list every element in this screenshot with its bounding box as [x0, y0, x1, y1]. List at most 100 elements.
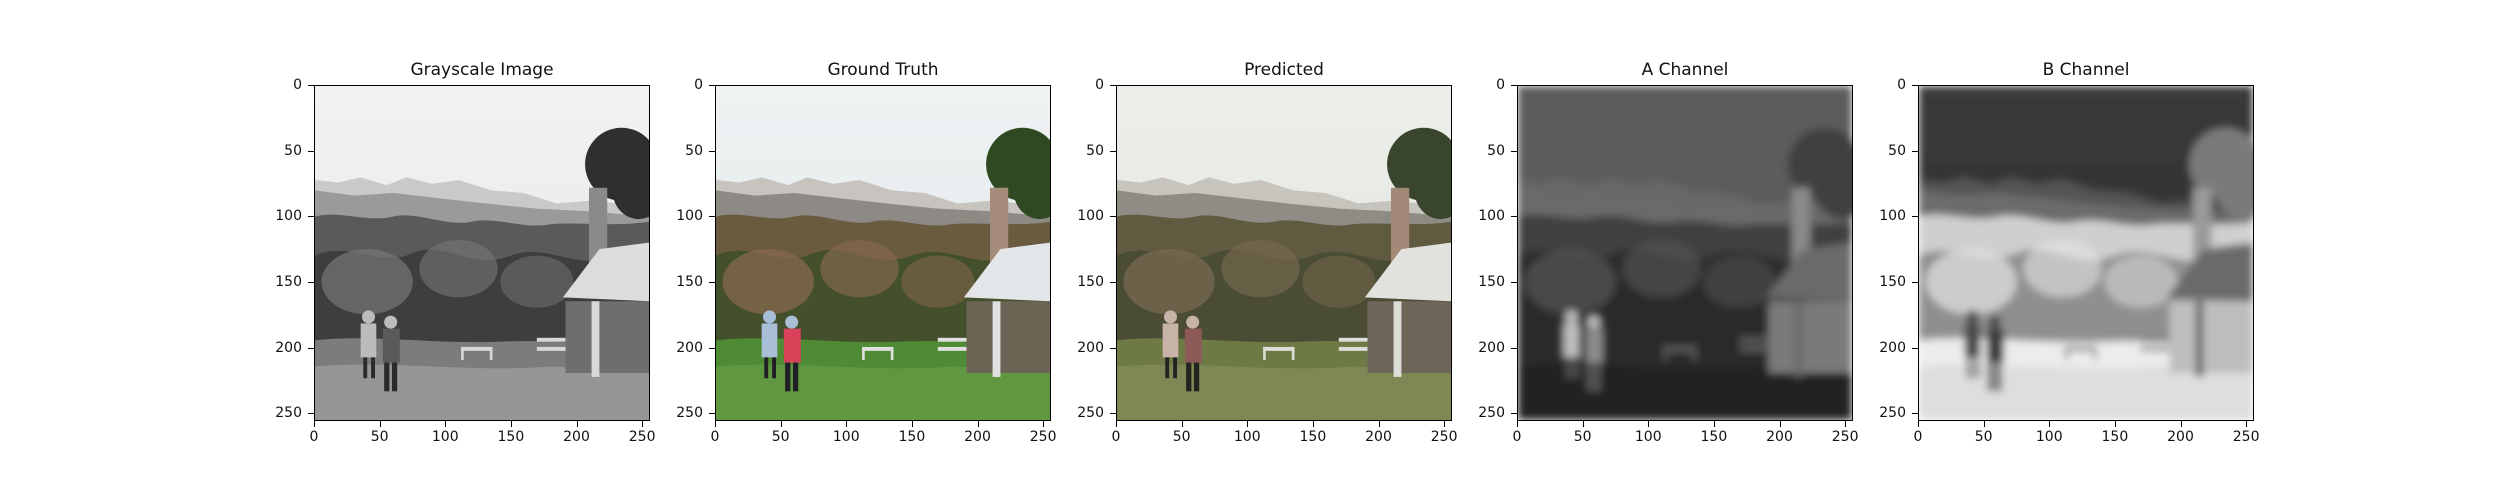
x-tick: [2049, 421, 2051, 427]
x-tick: [911, 421, 913, 427]
x-tick: [314, 421, 315, 427]
x-tick-label: 200: [1365, 429, 1392, 445]
y-tick-label: 0: [694, 77, 703, 93]
x-tick: [1983, 421, 1985, 427]
y-tick-label: 150: [676, 273, 703, 290]
y-tick-label: 200: [275, 339, 302, 356]
x-tick-label: 50: [1573, 429, 1592, 445]
y-tick-label: 250: [1879, 405, 1906, 422]
y-tick: [1511, 347, 1517, 349]
x-tick: [977, 421, 979, 427]
x-tick: [1918, 421, 1919, 427]
y-tick: [1110, 281, 1116, 283]
y-tick: [709, 281, 715, 283]
predicted-image: [1116, 85, 1452, 421]
x-tick-label: 100: [2035, 429, 2063, 445]
y-tick: [308, 413, 314, 415]
y-tick-label: 150: [1077, 273, 1104, 290]
y-tick: [709, 347, 715, 349]
y-tick-label: 50: [1888, 142, 1906, 159]
y-tick: [1511, 216, 1517, 218]
x-tick: [1582, 421, 1584, 427]
panel-title: B Channel: [2042, 60, 2130, 80]
y-tick: [709, 85, 715, 86]
x-tick-label: 250: [1029, 429, 1057, 445]
x-tick: [846, 421, 848, 427]
x-tick: [1779, 421, 1781, 427]
x-tick-label: 0: [1913, 429, 1923, 445]
x-tick-label: 50: [370, 429, 389, 445]
x-tick-label: 150: [2101, 429, 2129, 445]
x-tick: [1043, 421, 1045, 427]
x-tick: [1713, 421, 1715, 427]
x-tick-label: 150: [1700, 429, 1728, 445]
x-tick: [780, 421, 782, 427]
y-tick-label: 100: [1478, 208, 1505, 225]
y-tick: [709, 150, 715, 152]
y-tick: [1511, 281, 1517, 283]
x-tick: [1845, 421, 1847, 427]
x-tick-label: 200: [2167, 429, 2194, 445]
y-tick-label: 250: [275, 405, 302, 422]
x-tick-label: 250: [1430, 429, 1458, 445]
y-tick: [1511, 85, 1517, 86]
x-tick: [1444, 421, 1446, 427]
y-tick-label: 50: [284, 142, 302, 159]
x-tick: [510, 421, 512, 427]
y-tick-label: 50: [1086, 142, 1104, 159]
x-tick-label: 50: [1172, 429, 1191, 445]
y-tick-label: 150: [275, 273, 302, 290]
y-tick: [308, 347, 314, 349]
y-tick: [1110, 216, 1116, 218]
x-tick: [2246, 421, 2248, 427]
y-tick: [1912, 413, 1918, 415]
y-tick: [1110, 413, 1116, 415]
y-tick: [1110, 150, 1116, 152]
y-tick: [1912, 150, 1918, 152]
y-tick-label: 150: [1478, 273, 1505, 290]
y-tick: [709, 216, 715, 218]
x-tick-label: 200: [563, 429, 590, 445]
y-tick: [1912, 216, 1918, 218]
panel-title: A Channel: [1641, 60, 1729, 80]
x-tick-label: 150: [1299, 429, 1327, 445]
x-tick-label: 150: [898, 429, 926, 445]
y-tick-label: 150: [1879, 273, 1906, 290]
y-tick: [308, 85, 314, 86]
y-tick: [1912, 85, 1918, 86]
x-tick: [642, 421, 644, 427]
y-tick: [1511, 150, 1517, 152]
panel-title: Predicted: [1244, 60, 1324, 80]
x-tick: [1517, 421, 1518, 427]
y-tick-label: 100: [1879, 208, 1906, 225]
y-tick-label: 0: [1095, 77, 1104, 93]
y-tick-label: 0: [1897, 77, 1906, 93]
x-tick-label: 0: [710, 429, 720, 445]
a-channel-image: [1517, 85, 1853, 421]
x-tick: [1247, 421, 1249, 427]
x-tick-label: 100: [832, 429, 860, 445]
panel-ground-truth: Ground Truth: [676, 0, 1056, 500]
x-tick-label: 0: [309, 429, 319, 445]
y-tick: [308, 281, 314, 283]
y-tick-label: 250: [1478, 405, 1505, 422]
x-tick: [576, 421, 578, 427]
x-tick: [2114, 421, 2116, 427]
y-tick-label: 250: [1077, 405, 1104, 422]
y-tick-label: 200: [1077, 339, 1104, 356]
panel-predicted: Predicted: [1077, 0, 1457, 500]
y-tick-label: 100: [676, 208, 703, 225]
x-tick-label: 100: [1233, 429, 1261, 445]
y-tick: [1912, 347, 1918, 349]
y-tick: [1110, 347, 1116, 349]
x-tick-label: 100: [431, 429, 459, 445]
y-tick-label: 50: [685, 142, 703, 159]
panel-title: Ground Truth: [827, 60, 939, 80]
y-tick-label: 0: [293, 77, 302, 93]
panel-title: Grayscale Image: [410, 60, 554, 80]
y-tick-label: 0: [1496, 77, 1505, 93]
y-tick-label: 50: [1487, 142, 1505, 159]
x-tick-label: 250: [2232, 429, 2260, 445]
y-tick-label: 250: [676, 405, 703, 422]
x-tick: [1648, 421, 1650, 427]
